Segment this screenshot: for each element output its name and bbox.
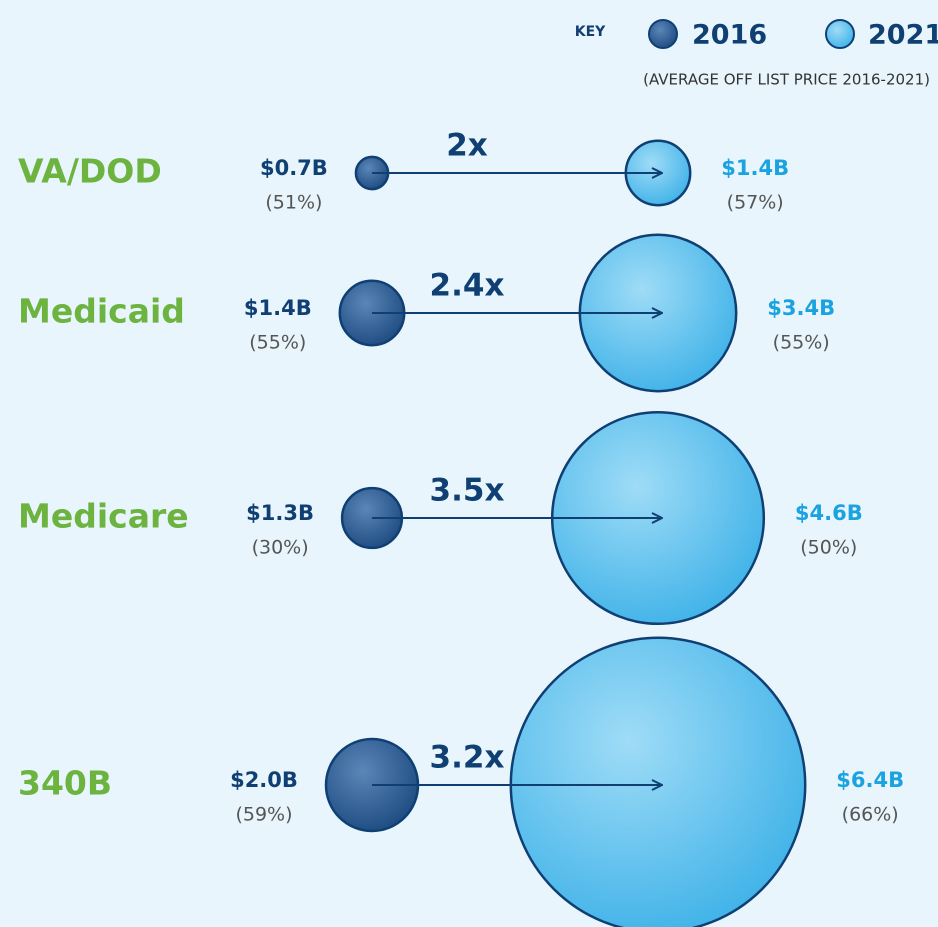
- value-label: $6.4B: [836, 768, 904, 792]
- share-label: (51%): [265, 192, 322, 214]
- value-label: $1.4B: [244, 296, 312, 320]
- value-label: $2.0B: [230, 768, 298, 792]
- category-label: VA/DOD: [18, 152, 162, 191]
- share-label: (55%): [249, 332, 306, 354]
- share-label: (30%): [252, 537, 309, 559]
- ratio-label: 2.4x: [430, 268, 505, 304]
- share-label: (50%): [800, 537, 857, 559]
- category-label: Medicare: [18, 497, 189, 536]
- value-label: $1.3B: [246, 501, 314, 525]
- share-label: (55%): [773, 332, 830, 354]
- key-swatch: [825, 19, 855, 49]
- ratio-label: 3.2x: [430, 740, 505, 776]
- category-label: Medicaid: [18, 292, 185, 331]
- key-swatch: [648, 19, 678, 49]
- value-label: $0.7B: [260, 156, 328, 180]
- legend-entry: 2016: [692, 20, 767, 51]
- note: (AVERAGE OFF LIST PRICE 2016-2021): [643, 71, 930, 89]
- bubble: [509, 636, 807, 927]
- share-label: (57%): [727, 192, 784, 214]
- ratio-label: 2x: [446, 128, 488, 164]
- share-label: (66%): [842, 804, 899, 826]
- value-label: $4.6B: [795, 501, 863, 525]
- ratio-label: 3.5x: [430, 473, 505, 509]
- key-label: KEY: [575, 24, 606, 40]
- category-label: 340B: [18, 764, 112, 803]
- share-label: (59%): [235, 804, 292, 826]
- legend-entry: 2021: [868, 20, 938, 51]
- value-label: $1.4B: [721, 156, 789, 180]
- value-label: $3.4B: [767, 296, 835, 320]
